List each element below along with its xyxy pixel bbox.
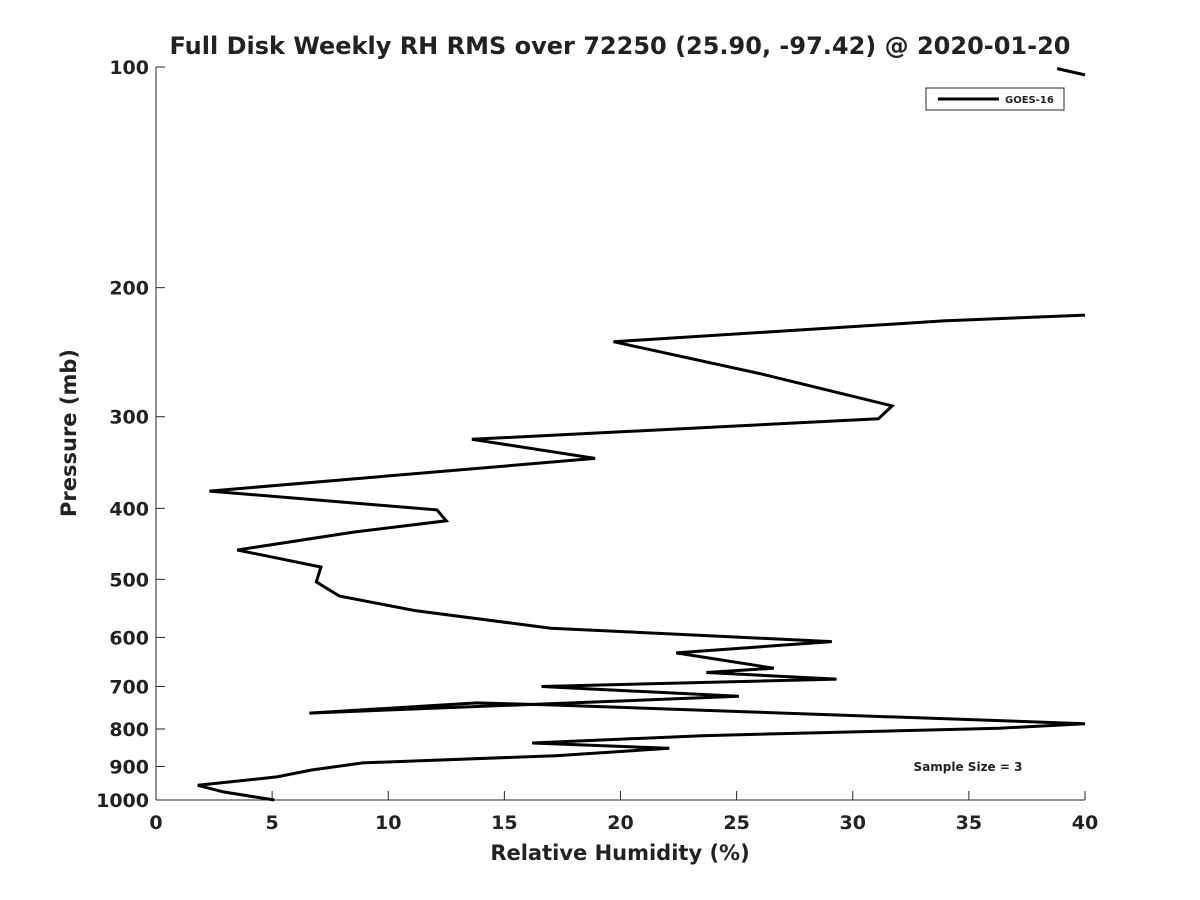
series-line-segment — [1056, 67, 1086, 77]
series-layer — [197, 67, 1086, 802]
y-tick-label: 700 — [109, 676, 149, 698]
y-tick-label: 800 — [109, 719, 149, 741]
x-axis-label: Relative Humidity (%) — [490, 841, 749, 865]
x-tick-label: 5 — [266, 812, 279, 834]
y-tick-label: 600 — [109, 627, 149, 649]
sample-size-annotation: Sample Size = 3 — [914, 760, 1023, 774]
y-axis-label: Pressure (mb) — [57, 349, 81, 517]
y-tick-label: 900 — [109, 756, 149, 778]
y-tick-label: 1000 — [96, 790, 149, 812]
legend-label-goes-16: GOES-16 — [1005, 95, 1054, 106]
series-line-goes-16 — [197, 313, 1086, 802]
x-tick-label: 15 — [491, 812, 517, 834]
y-tick-label: 100 — [109, 57, 149, 79]
x-tick-label: 20 — [607, 812, 633, 834]
y-tick-label: 500 — [109, 569, 149, 591]
x-tick-label: 40 — [1072, 812, 1098, 834]
legend: GOES-16 — [925, 87, 1065, 111]
x-tick-label: 30 — [840, 812, 866, 834]
x-tick-label: 35 — [956, 812, 982, 834]
y-tick-label: 200 — [109, 278, 149, 300]
y-tick-label: 300 — [109, 407, 149, 429]
x-tick-label: 10 — [375, 812, 401, 834]
x-tick-label: 25 — [723, 812, 749, 834]
chart-title: Full Disk Weekly RH RMS over 72250 (25.9… — [169, 32, 1070, 60]
y-tick-label: 400 — [109, 498, 149, 520]
x-tick-label: 0 — [149, 812, 162, 834]
ticks: 0 5 10 15 20 25 30 35 40 100 200 300 400 500 600 700 800… — [96, 57, 1098, 834]
